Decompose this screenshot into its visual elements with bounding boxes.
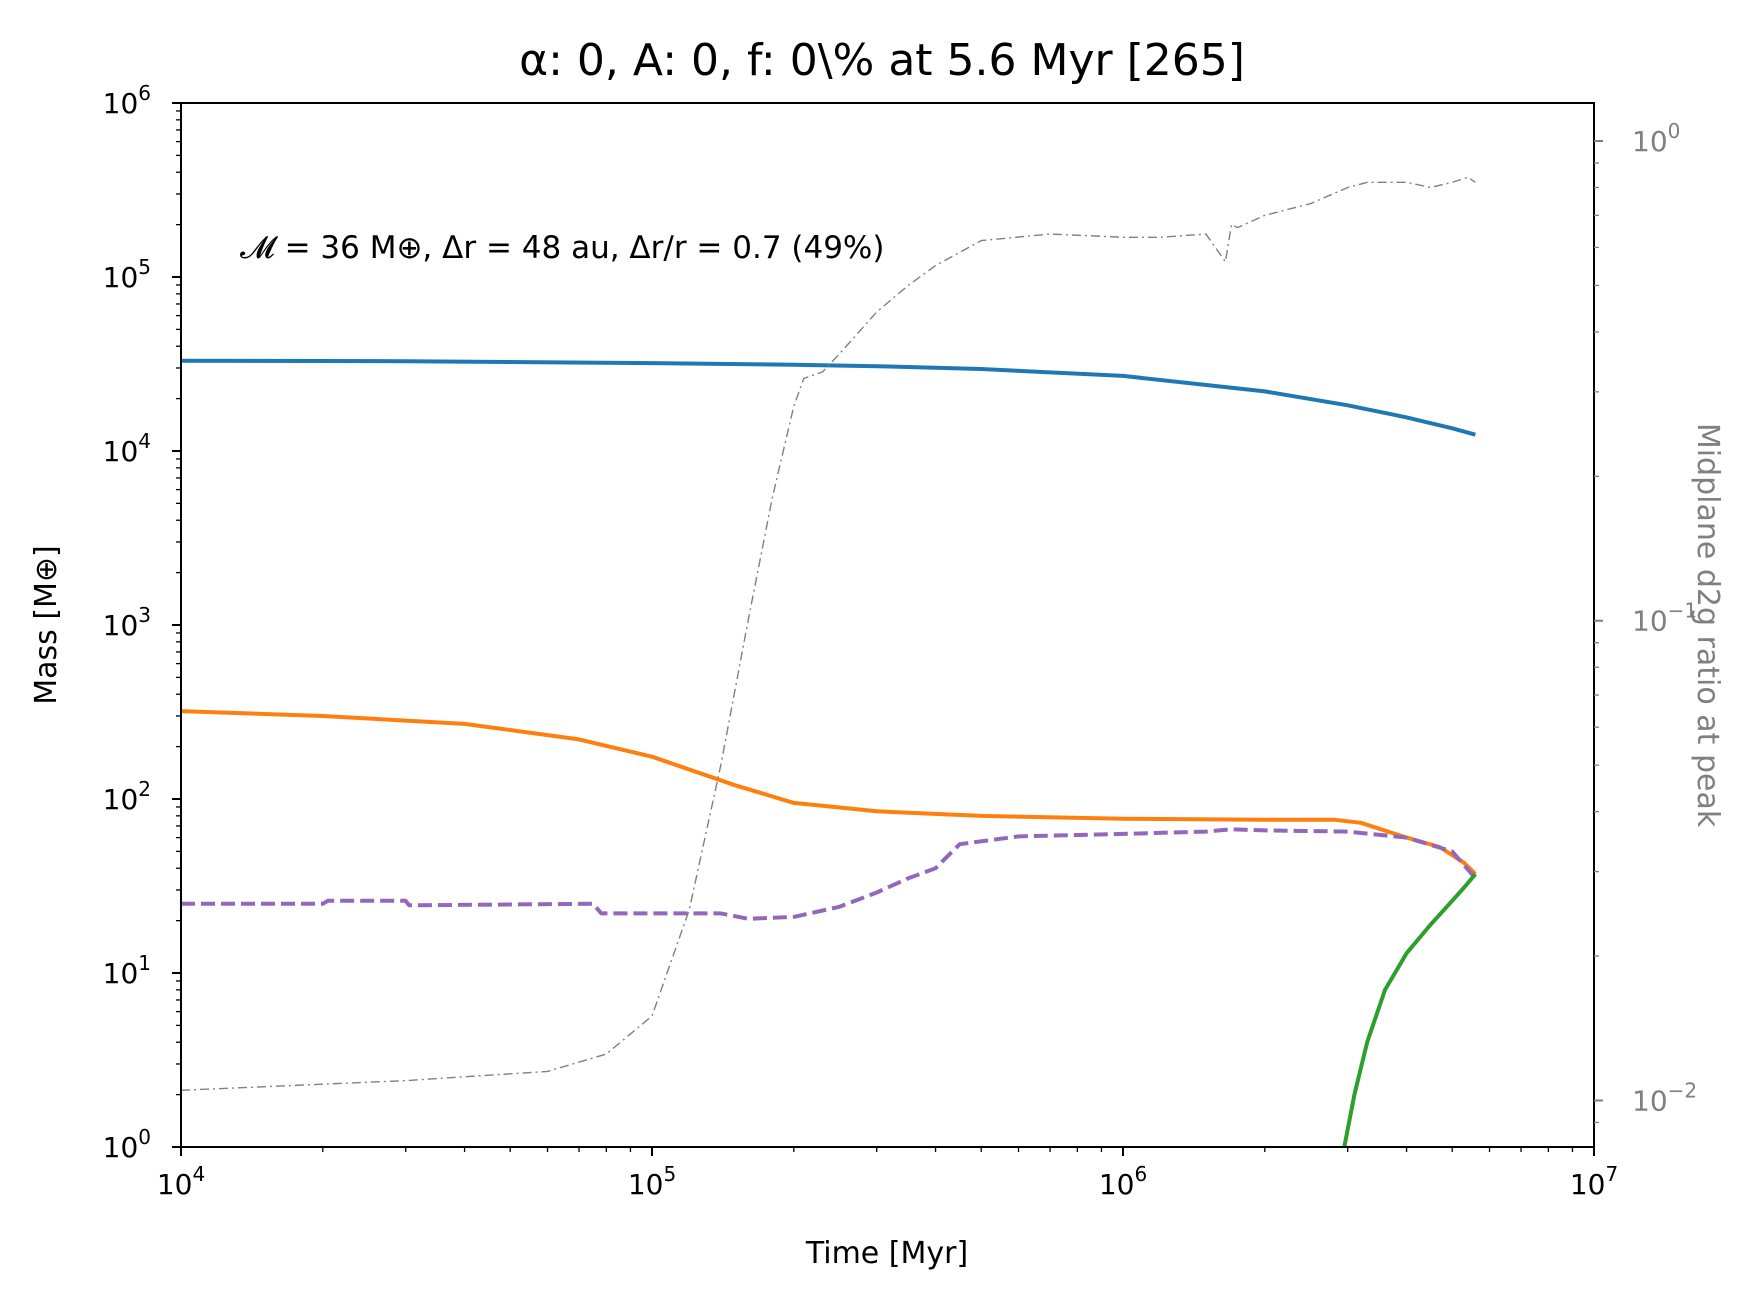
series-line-5 [181,176,1476,1091]
y2-axis-label: Midplane d2g ratio at peak [1690,423,1725,828]
y-tick-label: 103 [103,603,151,642]
y-tick-label: 101 [103,951,151,990]
x-axis-label: Time [Myr] [805,1236,968,1271]
y-tick-label: 102 [103,777,151,816]
y2-tick-label: 10−1 [1632,599,1697,638]
series-layer [181,176,1477,1147]
series-line-4 [1342,872,1477,1147]
ticks-layer: 104 105 106 107 100 101 102 103 104 105 106 10−2 10−… [103,81,1698,1201]
y-axis-label: Mass [M⊕] [29,545,64,705]
x-tick-label: 107 [1570,1162,1618,1201]
y-tick-label: 106 [103,81,151,120]
chart-title: α: 0, A: 0, f: 0\% at 5.6 Myr [265] [519,35,1245,86]
x-tick-label: 106 [1099,1162,1147,1201]
y-tick-label: 105 [103,255,151,294]
y-tick-label: 100 [103,1125,151,1164]
y-tick-label: 104 [103,429,151,468]
y2-tick-label: 100 [1632,119,1680,158]
series-line-3 [181,827,1477,921]
x-tick-label: 104 [157,1162,205,1201]
annotation-text: 𝓜 = 36 M⊕, Δr = 48 au, Δr/r = 0.7 (49%) [240,230,885,266]
y2-tick-label: 10−2 [1632,1079,1697,1118]
x-tick-label: 105 [628,1162,676,1201]
series-line-1 [181,358,1476,437]
